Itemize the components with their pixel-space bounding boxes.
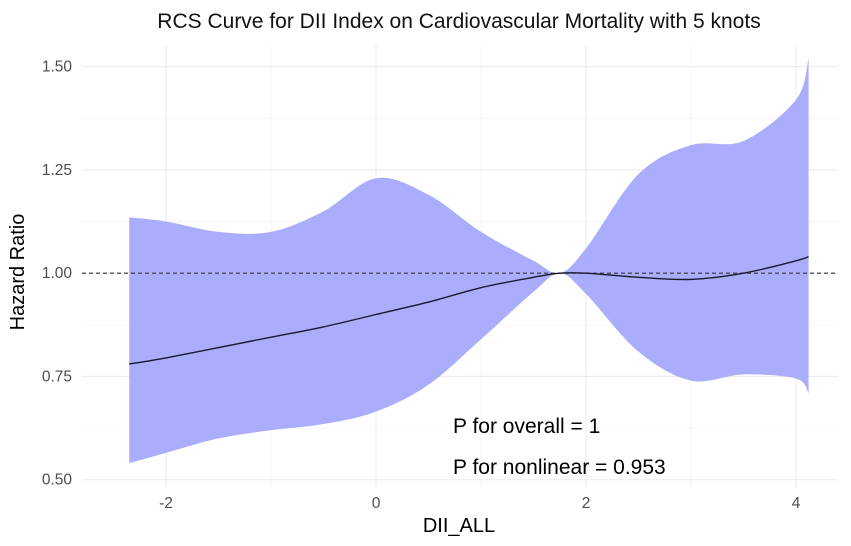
x-axis-ticks: -2 0 2 4 (159, 495, 801, 512)
x-tick-label: -2 (159, 495, 173, 512)
hazard-ratio-line (129, 256, 809, 365)
chart-title: RCS Curve for DII Index on Cardiovascula… (157, 10, 760, 33)
y-tick-label: 1.50 (42, 59, 73, 76)
x-axis-label: DII_ALL (423, 515, 495, 537)
y-axis-label: Hazard Ratio (7, 214, 29, 331)
y-tick-label: 1.00 (42, 265, 73, 282)
x-tick-label: 0 (372, 495, 381, 512)
confidence-band (129, 58, 809, 464)
y-axis-ticks: 0.50 0.75 1.00 1.25 1.50 (42, 59, 73, 489)
y-tick-label: 0.75 (42, 368, 72, 385)
hr-line-layer (129, 256, 809, 365)
confidence-band-layer (129, 58, 809, 464)
x-tick-label: 2 (582, 495, 591, 512)
annotation-p-nonlinear: P for nonlinear = 0.953 (453, 456, 666, 479)
x-tick-label: 4 (792, 495, 801, 512)
y-tick-label: 0.50 (42, 472, 73, 489)
y-tick-label: 1.25 (42, 162, 72, 179)
annotation-p-overall: P for overall = 1 (453, 415, 600, 438)
